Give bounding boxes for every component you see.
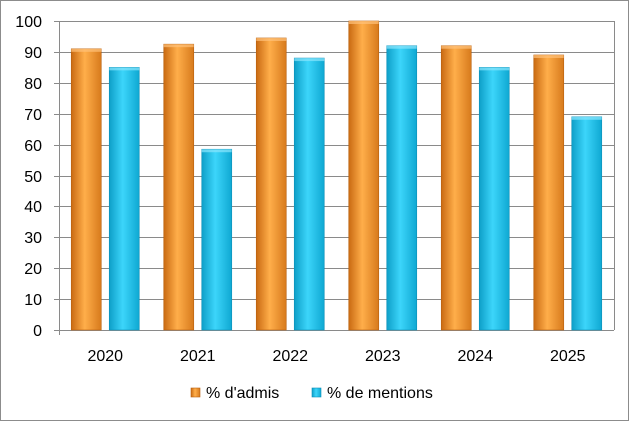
bar-cap xyxy=(571,116,602,120)
y-tick-label: 60 xyxy=(24,138,42,155)
x-tick-label: 2024 xyxy=(457,348,493,365)
bar-admis-2021 xyxy=(163,43,195,331)
bar-admis-2020 xyxy=(70,48,102,331)
y-tick-label: 80 xyxy=(24,76,42,93)
x-tick-label: 2023 xyxy=(365,348,401,365)
y-tick-label: 40 xyxy=(24,199,42,216)
legend-label: % d'admis xyxy=(206,385,279,402)
bar-cap xyxy=(533,54,564,58)
y-tick-label: 90 xyxy=(24,45,42,62)
bar-admis-2022 xyxy=(255,37,287,331)
x-tick-label: 2025 xyxy=(550,348,586,365)
x-tick-label: 2020 xyxy=(87,348,123,365)
bar-admis-2024 xyxy=(440,45,472,331)
y-axis: 0 10 20 30 40 50 60 70 80 90 100 xyxy=(15,14,615,340)
bar-cap xyxy=(479,67,510,71)
bar-cap xyxy=(294,58,325,62)
legend-swatch xyxy=(311,387,322,398)
bars xyxy=(70,20,603,331)
legend-swatch xyxy=(190,387,201,398)
bar-cap xyxy=(348,21,379,24)
bar-mentions-2020 xyxy=(108,67,140,331)
bar-cap xyxy=(109,67,140,71)
bar-mentions-2024 xyxy=(478,67,510,331)
x-tick-label: 2021 xyxy=(180,348,216,365)
x-tick-label: 2022 xyxy=(272,348,308,365)
legend-label: % de mentions xyxy=(327,385,433,402)
bar-mentions-2021 xyxy=(201,148,233,331)
y-tick-label: 70 xyxy=(24,107,42,124)
y-tick-label: 20 xyxy=(24,261,42,278)
bar-cap xyxy=(201,149,232,153)
legend: % d'admis % de mentions xyxy=(190,385,433,402)
y-tick-label: 0 xyxy=(33,323,42,340)
y-tick-label: 10 xyxy=(24,292,42,309)
x-axis: 2020 2021 2022 2023 2024 2025 xyxy=(87,348,585,365)
bar-cap xyxy=(71,48,102,52)
bar-mentions-2023 xyxy=(386,45,418,331)
y-tick-label: 30 xyxy=(24,230,42,247)
bar-cap xyxy=(256,37,287,41)
bar-cap xyxy=(163,44,194,48)
bar-cap xyxy=(441,45,472,49)
bar-mentions-2025 xyxy=(571,116,603,331)
gridlines xyxy=(54,21,614,331)
bar-admis-2023 xyxy=(348,20,380,331)
bar-mentions-2022 xyxy=(293,57,325,331)
bar-admis-2025 xyxy=(533,54,565,331)
y-tick-label: 50 xyxy=(24,169,42,186)
bar-cap xyxy=(386,45,417,49)
y-tick-label: 100 xyxy=(15,14,42,31)
